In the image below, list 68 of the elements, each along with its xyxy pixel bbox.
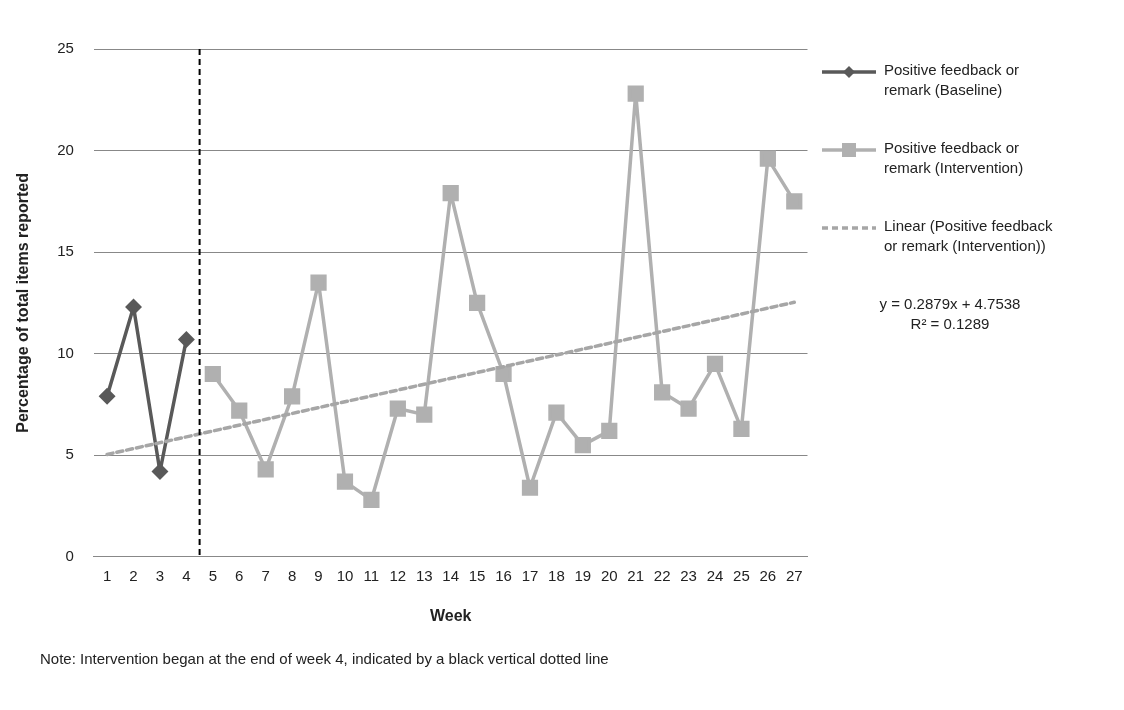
x-tick-label: 18 [548,566,565,584]
point [495,365,512,383]
point [601,422,618,439]
legend-label: Positive feedback or remark (Intervention) [884,138,1025,178]
point [786,193,803,210]
x-tick-label: 10 [336,566,354,584]
x-tick-label: 27 [785,566,803,584]
point [574,436,591,454]
point [548,404,565,421]
x-tick-label: 1 [102,566,112,584]
x-axis-title: Week [429,606,472,624]
x-tick-label: 19 [574,566,592,584]
point [654,384,671,401]
x-tick-label: 5 [208,566,217,584]
point [521,479,539,496]
point [759,150,776,167]
point [178,331,195,348]
point [231,402,248,419]
point [389,400,406,417]
point [257,461,274,478]
y-tick-label: 25 [57,39,74,57]
point [310,274,327,291]
x-tick-label: 8 [287,566,297,584]
x-tick-label: 9 [314,566,323,584]
x-tick-label: 2 [129,566,138,584]
x-tick-label: 11 [363,566,380,584]
x-tick-label: 7 [261,566,270,584]
point [363,491,380,509]
y-tick-label: 0 [65,546,74,564]
x-tick-label: 3 [155,566,165,584]
x-tick-label: 14 [442,566,460,584]
point [204,365,221,383]
x-tick-label: 15 [468,566,486,584]
x-tick-label: 24 [706,566,724,584]
y-tick-label: 5 [65,445,74,463]
point [416,406,433,423]
point [152,463,168,480]
x-tick-label: 17 [521,566,539,584]
point [706,355,724,372]
point [680,400,697,417]
point [125,299,142,315]
y-tick-label: 15 [57,242,74,260]
point [627,85,644,102]
x-tick-label: 25 [733,566,750,584]
point [336,473,354,490]
legend-label: Positive feedback or remark (Baseline) [884,60,1021,100]
point [469,294,486,312]
text: Note: Intervention began at the end of week 4, indicated by a black vertical dotted line [40,650,609,667]
x-tick-label: 13 [415,566,433,584]
x-tick-label: 22 [653,566,671,584]
x-tick-label: 26 [759,566,777,584]
x-tick-label: 6 [235,566,244,584]
text: R² = 0.1289 [909,314,991,334]
point [442,185,459,202]
point [284,388,301,405]
y-axis-title: Percentage of total items reported [14,173,32,433]
text: y = 0.2879x + 4.7538 [878,294,1022,314]
y-tick-label: 20 [57,140,74,158]
x-tick-label: 12 [389,566,407,584]
y-tick-label: 10 [57,343,74,361]
x-tick-label: 23 [680,566,697,584]
x-tick-label: 4 [182,566,191,584]
legend-label: Linear (Positive feedback or remark (Intervention)) [884,216,1054,256]
point [733,420,750,437]
x-tick-label: 16 [495,566,512,584]
x-tick-label: 21 [627,566,645,584]
x-tick-label: 20 [600,566,618,584]
point [99,388,115,405]
